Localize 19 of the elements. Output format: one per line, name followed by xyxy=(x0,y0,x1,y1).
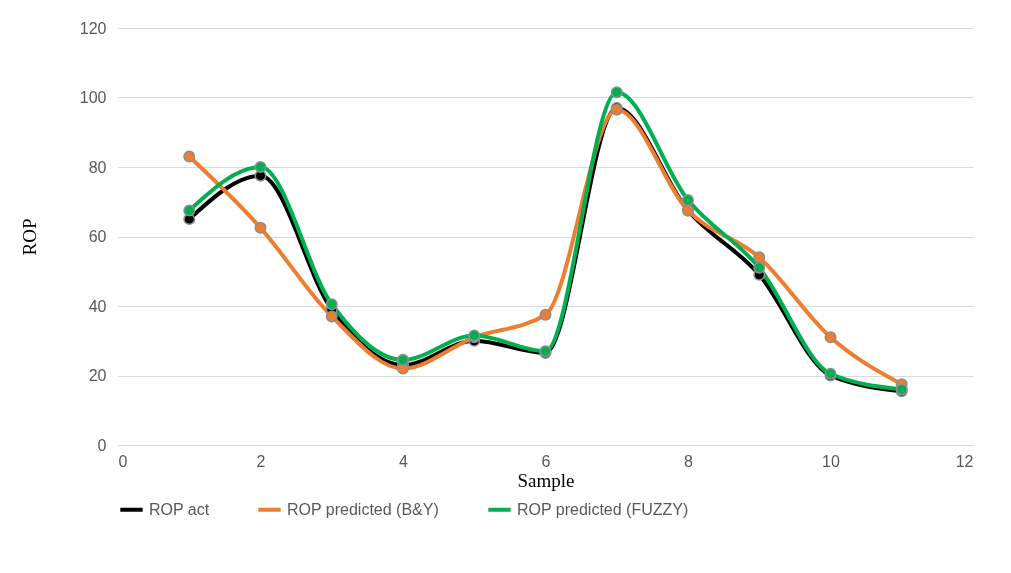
x-tick-label: 2 xyxy=(256,452,266,470)
x-tick-label: 4 xyxy=(399,452,409,470)
y-axis-title: ROP xyxy=(18,218,40,256)
y-tick-label: 60 xyxy=(88,228,107,245)
x-tick-label: 8 xyxy=(684,452,694,470)
y-tick-label: 100 xyxy=(79,89,107,106)
x-tick-label: 10 xyxy=(822,452,840,470)
y-tick-label: 120 xyxy=(79,19,107,37)
x-tick-label: 0 xyxy=(118,452,128,470)
x-tick-label: 12 xyxy=(955,452,974,470)
legend-label: ROP predicted (B&Y) xyxy=(287,500,439,518)
y-tick-label: 40 xyxy=(88,297,107,315)
y-tick-label: 80 xyxy=(88,158,107,176)
y-tick-label: 20 xyxy=(88,367,107,384)
legend-label: ROP act xyxy=(149,500,210,518)
legend-label: ROP predicted (FUZZY) xyxy=(517,500,689,518)
x-axis-title: Sample xyxy=(517,469,575,491)
x-tick-label: 6 xyxy=(541,452,551,470)
y-tick-label: 0 xyxy=(97,436,107,454)
